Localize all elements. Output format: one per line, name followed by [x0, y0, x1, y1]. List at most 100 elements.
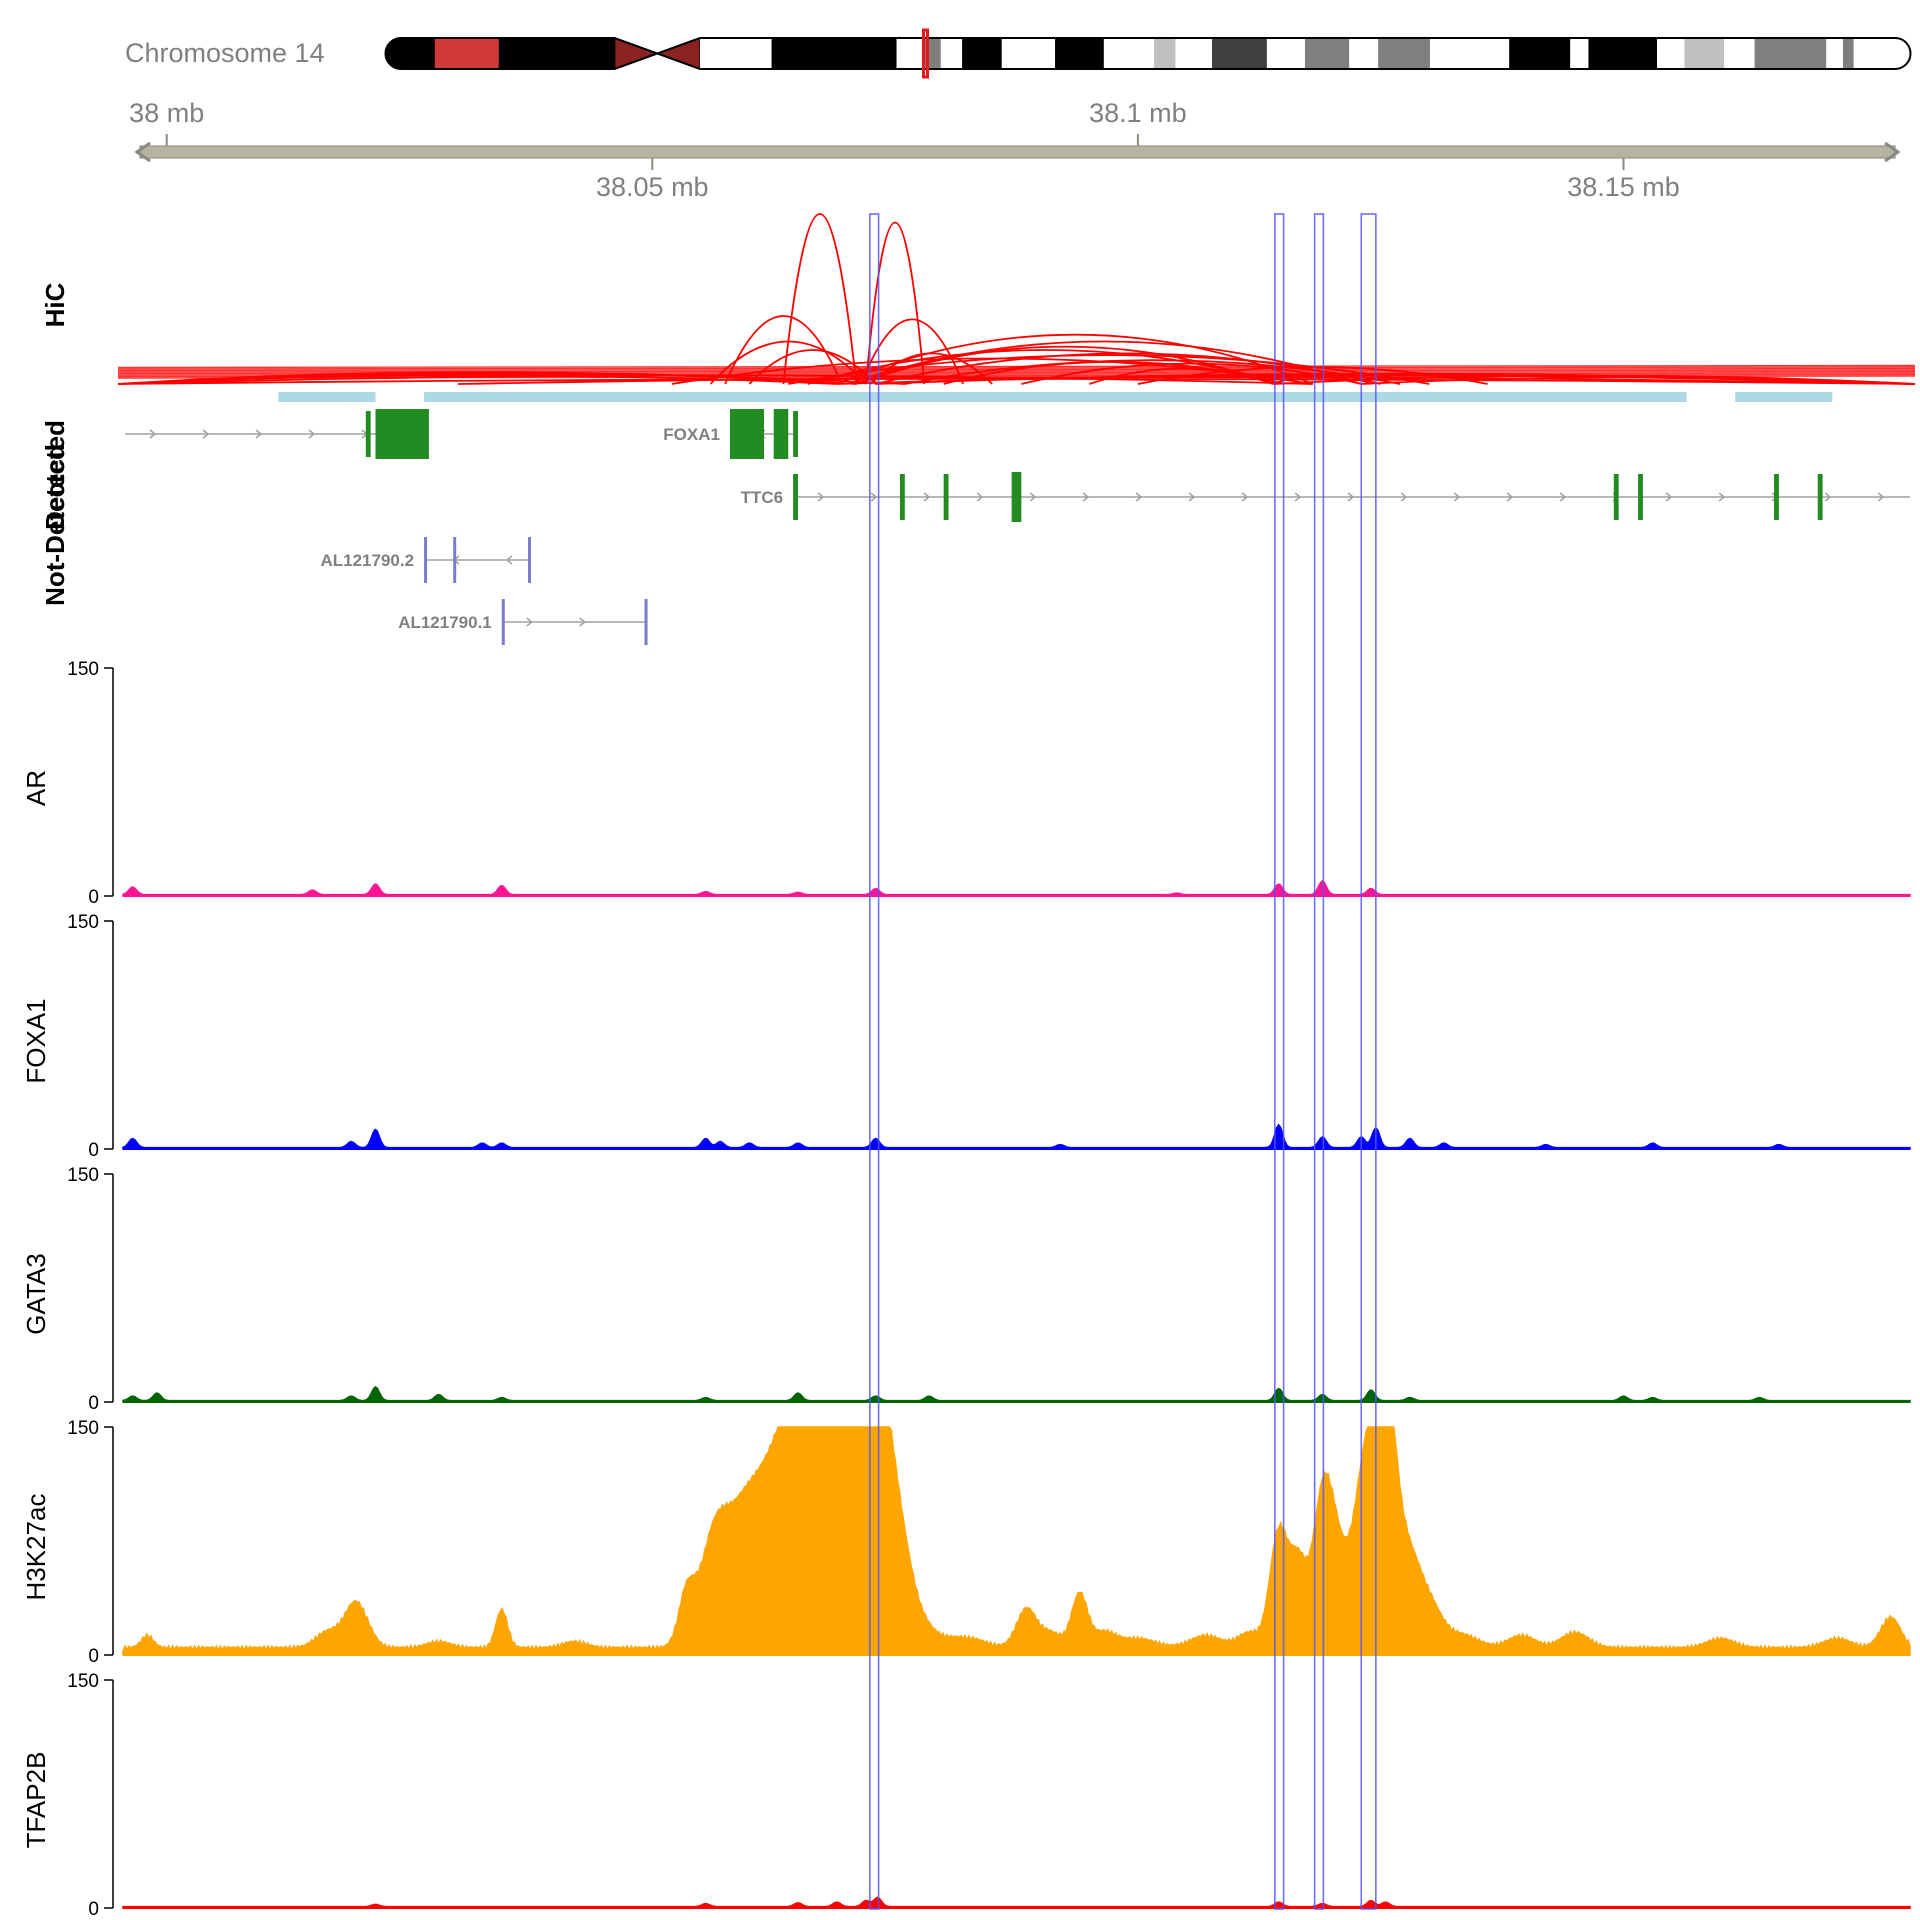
ideogram-band: [1842, 38, 1855, 69]
ideogram-band: [1378, 38, 1431, 69]
gene-label: TTC6: [741, 488, 784, 507]
y-tick-label: 150: [67, 1671, 99, 1692]
hic-anchor-bar: [1735, 392, 1833, 402]
gene-strand-arrow: [1294, 492, 1302, 502]
gene-label: AL121790.2: [320, 551, 414, 570]
gene-strand-arrow: [202, 429, 210, 439]
gene-strand-arrow: [1082, 492, 1090, 502]
y-tick-label: 0: [88, 1140, 99, 1161]
gene-strand-arrow: [579, 617, 586, 627]
axis-tick-label-bottom: 38.15 mb: [1567, 172, 1680, 202]
ideogram-band: [1001, 38, 1056, 69]
y-tick-label: 0: [88, 887, 99, 908]
track-title: H3K27ac: [21, 1494, 51, 1601]
chromosome-ideogram: Chromosome 14: [125, 28, 1912, 79]
track-title: GATA3: [21, 1253, 51, 1334]
highlight-regions: [869, 213, 1377, 1910]
coverage-track-gata3: 150 0 GATA3: [21, 1165, 1911, 1414]
genome-axis-bar: [139, 145, 1896, 159]
hic-long-range-contact: [117, 375, 1916, 379]
ideogram-band: [1349, 38, 1379, 69]
coverage-signal: [122, 1426, 1911, 1656]
gene-strand-arrow: [1453, 492, 1461, 502]
gene-exon: [527, 537, 531, 583]
gene-exon: [424, 537, 428, 583]
gene-strand-arrow: [1347, 492, 1355, 502]
highlight-box: [1274, 213, 1285, 1910]
coverage-track-foxa1: 150 0 FOXA1: [21, 912, 1911, 1161]
y-tick-label: 0: [88, 1646, 99, 1667]
genes-track-title: Detected: [40, 420, 70, 530]
gene-strand-arrow: [1718, 492, 1726, 502]
ideogram-band: [896, 38, 923, 69]
hic-arc: [782, 213, 858, 385]
hic-long-range-contact: [117, 364, 1916, 369]
gene-track: Detected Not-Detected FOXA1 TTC6 AL121790.…: [40, 409, 1910, 645]
hic-arc: [865, 221, 926, 385]
centromere-right-band: [655, 38, 701, 69]
hic-long-range-contact: [117, 373, 1916, 378]
gene-strand-arrow: [526, 617, 533, 627]
hic-arc: [724, 315, 843, 385]
highlight-box: [1360, 213, 1377, 1910]
gene-strand-arrow: [255, 429, 263, 439]
coverage-tracks: 150 0 AR 150 0 FOXA1 150 0 GATA3 150 0 H3K27ac 150 0 T…: [21, 659, 1911, 1920]
y-tick-label: 150: [67, 659, 99, 680]
gene-strand-arrow: [1241, 492, 1249, 502]
ideogram-band: [1103, 38, 1155, 69]
gene-exon: [793, 411, 798, 457]
coverage-track-ar: 150 0 AR: [21, 659, 1911, 908]
hic-long-range-contact: [117, 369, 1916, 373]
highlight-box: [1313, 213, 1325, 1910]
gene-exon: [729, 409, 764, 459]
axis-tick-label-top: 38.1 mb: [1089, 98, 1187, 128]
gene-exon: [793, 474, 798, 520]
axis-tick-label-top: 38 mb: [129, 98, 204, 128]
gene-exon: [899, 474, 905, 520]
hic-anchor-bar: [278, 392, 376, 402]
y-tick-label: 0: [88, 1899, 99, 1920]
gene-exon: [644, 599, 648, 645]
gene-strand-arrow: [923, 492, 931, 502]
y-tick-label: 150: [67, 912, 99, 933]
gene-exon: [1613, 474, 1619, 520]
ideogram-band: [386, 38, 436, 69]
gene-strand-arrow: [976, 492, 984, 502]
ideogram-label: Chromosome 14: [125, 38, 325, 68]
centromere-left-band: [613, 38, 660, 69]
y-tick-label: 150: [67, 1165, 99, 1186]
gene-exon: [1817, 474, 1823, 520]
coverage-track-h3k27ac: 150 0 H3K27ac: [21, 1418, 1911, 1667]
gene-strand-arrow: [817, 492, 825, 502]
ideogram-band: [699, 38, 773, 69]
ideogram-band: [940, 38, 963, 69]
ideogram-band: [1853, 38, 1910, 69]
gene-exon: [501, 599, 505, 645]
hic-long-range-contact: [117, 366, 1916, 370]
gene-exon: [1011, 472, 1022, 522]
hic-long-range-contact: [117, 372, 1916, 376]
axis-tick-label-bottom: 38.05 mb: [596, 172, 709, 202]
hic-anchor-bar: [424, 392, 1687, 402]
hic-arc: [709, 340, 867, 385]
ideogram-band: [771, 38, 898, 69]
genes-track-title-2: Not-Detected: [40, 444, 70, 606]
gene-strand-arrow: [870, 492, 878, 502]
gene-exon: [1638, 474, 1643, 520]
ideogram-bands: [386, 38, 1910, 69]
gene-strand-arrow: [1665, 492, 1673, 502]
gene-exon: [453, 537, 457, 583]
ideogram-band: [1724, 38, 1756, 69]
ideogram-band: [1055, 38, 1105, 69]
gene-exon: [943, 474, 949, 520]
ideogram-band: [1212, 38, 1268, 69]
gene-strand-arrow: [1135, 492, 1143, 502]
gene-label: FOXA1: [663, 425, 720, 444]
gene-strand-arrow: [1506, 492, 1514, 502]
track-title: FOXA1: [21, 998, 51, 1083]
gene-strand-arrow: [505, 555, 513, 565]
track-title: TFAP2B: [21, 1752, 51, 1849]
y-tick-label: 150: [67, 1418, 99, 1439]
gene-strand-arrow: [1559, 492, 1567, 502]
